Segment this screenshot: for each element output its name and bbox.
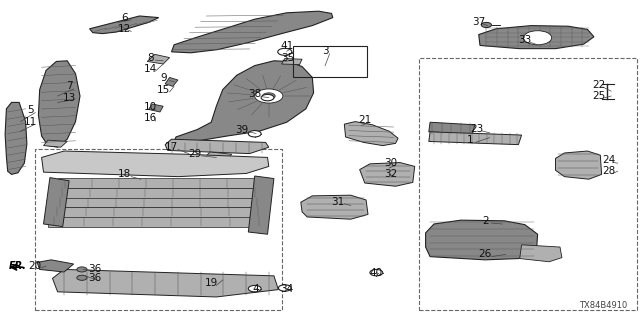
Text: 11: 11 — [24, 116, 37, 127]
Text: 21: 21 — [358, 115, 371, 125]
Text: 10: 10 — [144, 102, 157, 112]
Bar — [53, 197, 263, 207]
Text: 20: 20 — [29, 260, 42, 271]
Polygon shape — [205, 152, 232, 159]
Polygon shape — [248, 176, 274, 234]
Text: 15: 15 — [157, 84, 170, 95]
Circle shape — [248, 285, 261, 292]
Bar — [58, 178, 260, 188]
Text: 12: 12 — [118, 24, 131, 34]
Text: 24: 24 — [603, 155, 616, 165]
Polygon shape — [301, 195, 368, 219]
Polygon shape — [165, 77, 178, 86]
Polygon shape — [282, 59, 302, 65]
Text: 40: 40 — [370, 268, 383, 278]
Text: 31: 31 — [332, 196, 344, 207]
Bar — [419, 58, 637, 310]
Polygon shape — [165, 139, 269, 154]
Polygon shape — [147, 54, 170, 64]
Bar — [56, 188, 262, 198]
Polygon shape — [429, 122, 475, 134]
Circle shape — [77, 275, 87, 280]
Text: 19: 19 — [205, 278, 218, 288]
Text: 9: 9 — [160, 73, 166, 84]
Text: 29: 29 — [189, 148, 202, 159]
Circle shape — [524, 31, 552, 45]
Circle shape — [262, 93, 275, 99]
Text: TX84B4910: TX84B4910 — [579, 301, 627, 310]
Polygon shape — [479, 26, 594, 49]
Text: 39: 39 — [236, 124, 248, 135]
Text: 23: 23 — [470, 124, 483, 134]
Bar — [51, 207, 264, 217]
Polygon shape — [520, 245, 562, 262]
Text: 17: 17 — [165, 142, 178, 152]
Polygon shape — [5, 102, 27, 174]
Bar — [293, 46, 367, 77]
Text: 13: 13 — [63, 92, 76, 103]
Text: 7: 7 — [66, 81, 72, 92]
Polygon shape — [344, 122, 398, 146]
Text: 41: 41 — [280, 41, 293, 52]
Polygon shape — [42, 151, 269, 177]
Text: 37: 37 — [472, 17, 485, 27]
Text: 33: 33 — [518, 35, 531, 45]
Polygon shape — [360, 163, 415, 186]
Polygon shape — [37, 260, 74, 272]
Text: 35: 35 — [282, 52, 294, 63]
Text: 6: 6 — [122, 12, 128, 23]
Polygon shape — [429, 132, 522, 145]
Polygon shape — [44, 178, 69, 227]
Text: 38: 38 — [248, 89, 261, 100]
Text: 1: 1 — [467, 135, 474, 145]
Polygon shape — [172, 11, 333, 53]
Text: 5: 5 — [28, 105, 34, 116]
Bar — [48, 216, 266, 227]
Text: FR.: FR. — [9, 261, 27, 271]
Circle shape — [370, 269, 383, 276]
Text: 22: 22 — [592, 80, 605, 90]
Circle shape — [278, 285, 291, 291]
Polygon shape — [426, 220, 538, 260]
Circle shape — [77, 267, 87, 272]
Text: 30: 30 — [384, 158, 397, 168]
Polygon shape — [38, 61, 80, 147]
Polygon shape — [90, 16, 159, 34]
Circle shape — [481, 22, 492, 28]
Text: 2: 2 — [482, 216, 488, 226]
Polygon shape — [556, 151, 602, 179]
Text: 25: 25 — [592, 91, 605, 101]
Text: 8: 8 — [147, 52, 154, 63]
Text: 14: 14 — [144, 64, 157, 74]
Text: 36: 36 — [88, 273, 101, 284]
Circle shape — [255, 89, 283, 103]
Polygon shape — [52, 269, 278, 297]
Bar — [35, 149, 282, 310]
Text: 36: 36 — [88, 264, 101, 274]
Text: 16: 16 — [144, 113, 157, 124]
Polygon shape — [148, 104, 163, 112]
Text: 32: 32 — [384, 169, 397, 180]
Circle shape — [261, 94, 274, 101]
Text: 34: 34 — [280, 284, 293, 294]
Polygon shape — [44, 140, 67, 147]
Text: 4: 4 — [253, 284, 259, 294]
Text: 3: 3 — [322, 46, 328, 56]
Text: 18: 18 — [118, 169, 131, 180]
Text: 28: 28 — [603, 166, 616, 176]
Circle shape — [248, 131, 261, 137]
Circle shape — [278, 48, 292, 55]
Polygon shape — [173, 61, 314, 145]
Text: 26: 26 — [479, 249, 492, 260]
